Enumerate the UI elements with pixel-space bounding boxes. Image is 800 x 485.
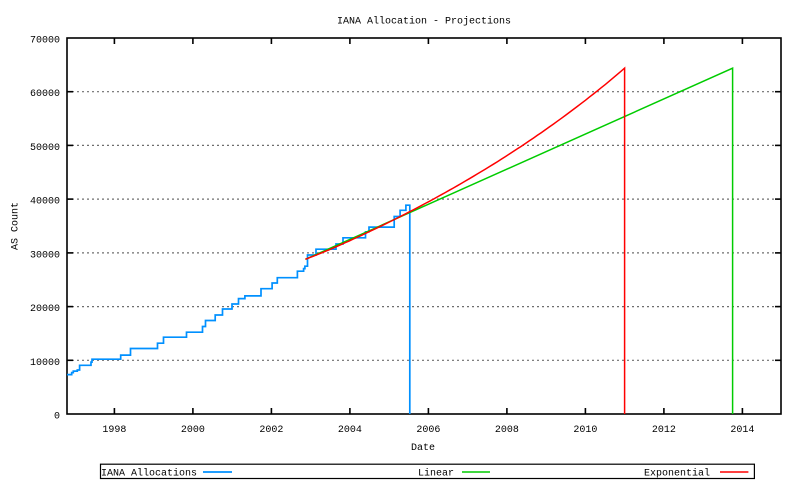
svg-text:10000: 10000 [30, 358, 60, 369]
svg-text:1998: 1998 [102, 425, 126, 436]
svg-text:AS Count: AS Count [11, 202, 22, 250]
svg-text:2010: 2010 [573, 425, 597, 436]
svg-text:70000: 70000 [30, 36, 60, 47]
svg-text:IANA Allocation - Projections: IANA Allocation - Projections [337, 16, 511, 28]
svg-text:2012: 2012 [652, 425, 676, 436]
svg-text:40000: 40000 [30, 197, 60, 208]
svg-text:50000: 50000 [30, 143, 60, 154]
svg-text:2000: 2000 [181, 425, 205, 436]
svg-text:20000: 20000 [30, 304, 60, 315]
svg-text:2008: 2008 [495, 425, 519, 436]
svg-text:Date: Date [411, 443, 435, 454]
svg-text:2006: 2006 [416, 425, 440, 436]
svg-text:Linear: Linear [418, 468, 454, 480]
svg-text:2004: 2004 [338, 425, 362, 436]
svg-text:30000: 30000 [30, 250, 60, 261]
svg-text:2014: 2014 [730, 425, 754, 436]
svg-text:60000: 60000 [30, 89, 60, 100]
svg-text:IANA Allocations: IANA Allocations [101, 468, 197, 480]
svg-text:0: 0 [54, 412, 60, 423]
svg-text:2002: 2002 [259, 425, 283, 436]
svg-text:Exponential: Exponential [644, 468, 710, 480]
